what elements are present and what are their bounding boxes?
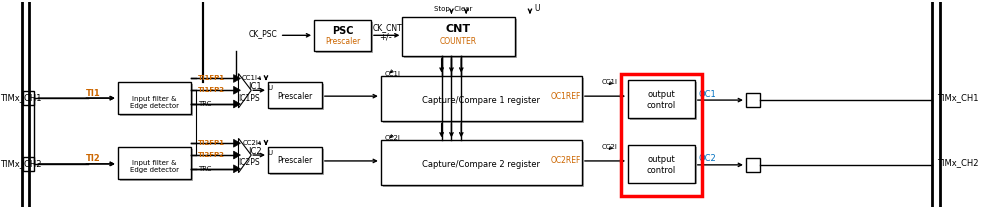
- Text: CNT: CNT: [446, 24, 471, 34]
- Text: IC1PS: IC1PS: [239, 94, 260, 103]
- Text: TIMx_CH1: TIMx_CH1: [937, 94, 979, 103]
- Bar: [403, 17, 516, 56]
- Text: OC1REF: OC1REF: [551, 92, 581, 101]
- Bar: [316, 22, 373, 53]
- Text: Input filter &
Edge detector: Input filter & Edge detector: [130, 160, 179, 173]
- Bar: [23, 91, 34, 105]
- Text: CK_CNT: CK_CNT: [373, 23, 403, 32]
- Text: output
control: output control: [647, 90, 676, 110]
- Bar: [405, 19, 518, 58]
- Bar: [118, 147, 191, 179]
- Text: OC1: OC1: [699, 90, 717, 99]
- Text: TI2FP2: TI2FP2: [198, 152, 225, 158]
- Text: CC1I: CC1I: [385, 71, 401, 76]
- Bar: [381, 75, 582, 121]
- Text: Capture/Compare 1 register: Capture/Compare 1 register: [422, 96, 540, 104]
- Bar: [23, 157, 34, 171]
- Text: Prescaler: Prescaler: [277, 92, 312, 101]
- Bar: [746, 158, 760, 172]
- Polygon shape: [234, 75, 241, 82]
- Text: TIMx_CH2: TIMx_CH2: [937, 158, 979, 167]
- Text: IC1: IC1: [248, 82, 262, 91]
- Text: TIMx_CH2: TIMx_CH2: [0, 159, 41, 168]
- Bar: [381, 140, 582, 185]
- Text: U: U: [535, 4, 540, 13]
- Bar: [630, 147, 697, 185]
- Text: IC2: IC2: [248, 147, 262, 156]
- Text: COUNTER: COUNTER: [440, 37, 477, 46]
- Text: OC2REF: OC2REF: [551, 156, 581, 166]
- Text: CC1I: CC1I: [602, 79, 618, 85]
- Bar: [270, 149, 324, 175]
- Text: TRC: TRC: [198, 101, 211, 107]
- Text: TI1: TI1: [86, 89, 101, 98]
- Bar: [746, 93, 760, 107]
- Bar: [622, 74, 702, 196]
- Text: CC2I: CC2I: [385, 135, 401, 141]
- Text: Capture/Compare 2 register: Capture/Compare 2 register: [422, 160, 540, 169]
- Text: U: U: [267, 85, 272, 91]
- Text: TI2: TI2: [86, 154, 101, 163]
- Text: TI1FP2: TI1FP2: [198, 87, 225, 93]
- Bar: [628, 80, 695, 118]
- Text: TIMx_CH1: TIMx_CH1: [0, 94, 41, 103]
- Polygon shape: [234, 151, 241, 159]
- Text: TI1FP1: TI1FP1: [198, 75, 226, 82]
- Polygon shape: [234, 139, 241, 147]
- Text: Prescaler: Prescaler: [277, 156, 312, 166]
- Polygon shape: [239, 74, 251, 108]
- Text: TRC: TRC: [198, 166, 211, 172]
- Text: output
control: output control: [647, 155, 676, 175]
- Text: Stop, Clear: Stop, Clear: [434, 6, 472, 12]
- Bar: [118, 82, 191, 114]
- Bar: [270, 84, 324, 110]
- Polygon shape: [234, 100, 241, 108]
- Text: IC2PS: IC2PS: [239, 158, 260, 167]
- Bar: [120, 149, 193, 181]
- Text: PSC: PSC: [332, 26, 354, 36]
- Text: CC2I: CC2I: [243, 140, 258, 146]
- Text: Input filter &
Edge detector: Input filter & Edge detector: [130, 96, 179, 108]
- Text: CC1I: CC1I: [243, 75, 258, 82]
- Bar: [383, 78, 584, 123]
- Polygon shape: [234, 86, 241, 94]
- Polygon shape: [239, 138, 251, 173]
- Bar: [383, 142, 584, 187]
- Bar: [120, 84, 193, 116]
- Text: CC2I: CC2I: [602, 144, 618, 150]
- Text: Prescaler: Prescaler: [325, 37, 360, 46]
- Text: OC2: OC2: [699, 154, 717, 163]
- Bar: [314, 20, 371, 51]
- Bar: [630, 82, 697, 120]
- Bar: [628, 145, 695, 182]
- Text: CK_PSC: CK_PSC: [249, 29, 278, 38]
- Text: TI2FP1: TI2FP1: [198, 140, 225, 146]
- Polygon shape: [234, 165, 241, 173]
- Text: +/-: +/-: [379, 33, 392, 42]
- Text: U: U: [267, 150, 272, 156]
- Bar: [268, 147, 322, 173]
- Bar: [268, 82, 322, 108]
